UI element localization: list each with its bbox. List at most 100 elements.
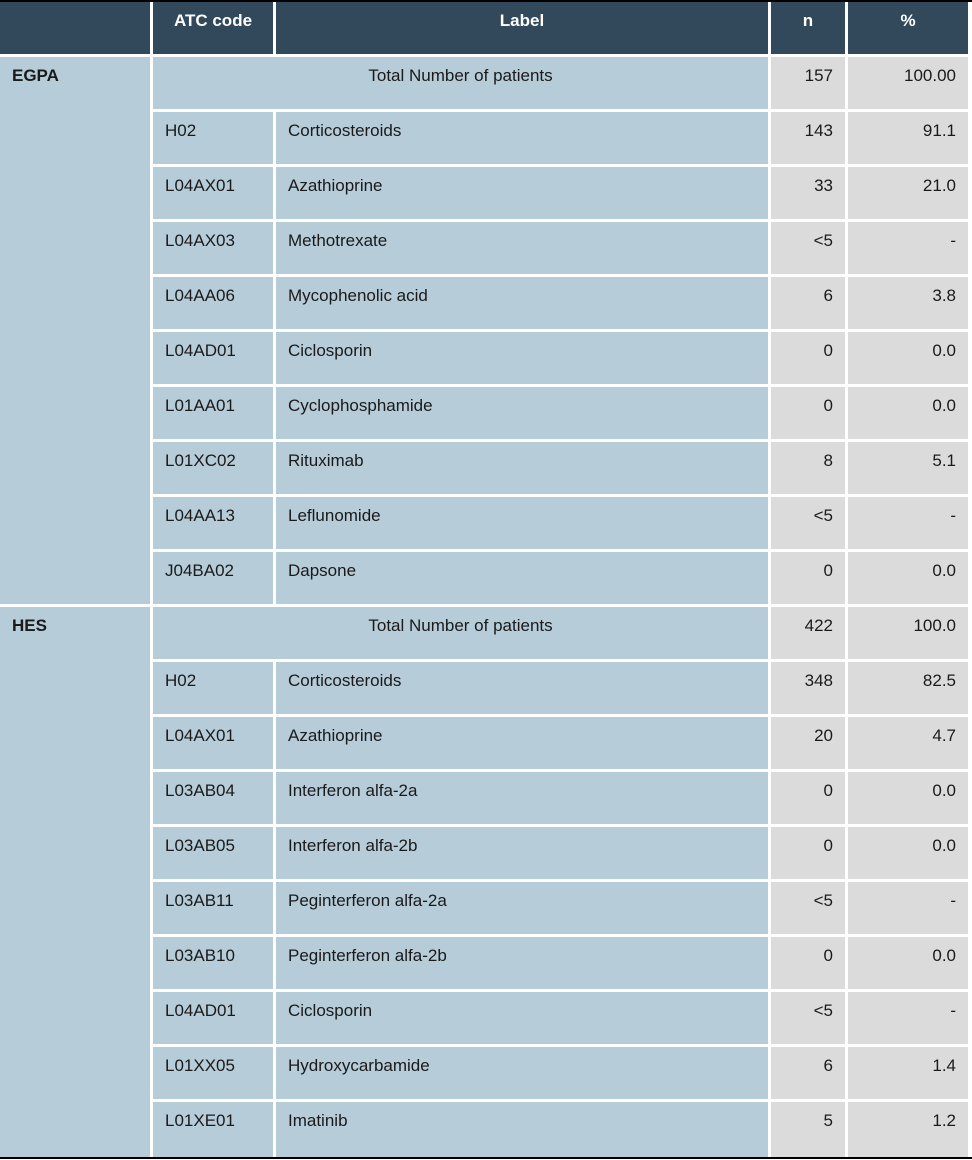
drug-label-cell: Ciclosporin [276, 992, 771, 1047]
atc-code-cell: L04AX01 [153, 717, 276, 772]
drug-label-cell: Corticosteroids [276, 662, 771, 717]
table-row: J04BA02 Dapsone 0 0.0 [0, 552, 971, 607]
n-cell: 5 [771, 1102, 848, 1157]
table-row: L04AD01 Ciclosporin 0 0.0 [0, 332, 971, 387]
pct-cell: 82.5 [848, 662, 971, 717]
n-cell: 8 [771, 442, 848, 497]
n-cell: 6 [771, 1047, 848, 1102]
drug-label-cell: Mycophenolic acid [276, 277, 771, 332]
drug-label-cell: Hydroxycarbamide [276, 1047, 771, 1102]
drug-label-cell: Peginterferon alfa-2a [276, 882, 771, 937]
n-cell: <5 [771, 497, 848, 552]
header-n: n [771, 2, 848, 57]
hes-total-label: Total Number of patients [153, 607, 771, 662]
group-label-egpa: EGPA [0, 57, 153, 607]
drug-label-cell: Azathioprine [276, 717, 771, 772]
table-row: L03AB04 Interferon alfa-2a 0 0.0 [0, 772, 971, 827]
pct-cell: - [848, 992, 971, 1047]
table-row: L01AA01 Cyclophosphamide 0 0.0 [0, 387, 971, 442]
pct-cell: 21.0 [848, 167, 971, 222]
table-row: L04AA13 Leflunomide <5 - [0, 497, 971, 552]
table-row: L01XC02 Rituximab 8 5.1 [0, 442, 971, 497]
atc-code-cell: L01XX05 [153, 1047, 276, 1102]
pct-cell: 0.0 [848, 387, 971, 442]
drug-label-cell: Azathioprine [276, 167, 771, 222]
drug-label-cell: Interferon alfa-2a [276, 772, 771, 827]
table-row: L04AX01 Azathioprine 20 4.7 [0, 717, 971, 772]
table-row: L01XE01 Imatinib 5 1.2 [0, 1102, 971, 1157]
atc-code-cell: L03AB11 [153, 882, 276, 937]
hes-total-row: HES Total Number of patients 422 100.0 [0, 607, 971, 1157]
table-row: L04AD01 Ciclosporin <5 - [0, 992, 971, 1047]
atc-code-cell: L03AB10 [153, 937, 276, 992]
atc-code-cell: L04AA13 [153, 497, 276, 552]
drug-label-cell: Rituximab [276, 442, 771, 497]
hes-total-pct: 100.0 [848, 607, 971, 662]
pct-cell: 91.1 [848, 112, 971, 167]
atc-code-cell: L01XC02 [153, 442, 276, 497]
pct-cell: 1.2 [848, 1102, 971, 1157]
table-row: L01XX05 Hydroxycarbamide 6 1.4 [0, 1047, 971, 1102]
pct-cell: 0.0 [848, 827, 971, 882]
n-cell: <5 [771, 222, 848, 277]
n-cell: 143 [771, 112, 848, 167]
atc-code-cell: L04AA06 [153, 277, 276, 332]
atc-code-cell: H02 [153, 112, 276, 167]
table-row: L03AB05 Interferon alfa-2b 0 0.0 [0, 827, 971, 882]
egpa-total-row: EGPA Total Number of patients 157 100.00 [0, 57, 971, 607]
pct-cell: 5.1 [848, 442, 971, 497]
drug-label-cell: Cyclophosphamide [276, 387, 771, 442]
pct-cell: 0.0 [848, 332, 971, 387]
n-cell: 0 [771, 827, 848, 882]
atc-code-cell: H02 [153, 662, 276, 717]
pct-cell: 3.8 [848, 277, 971, 332]
drug-label-cell: Dapsone [276, 552, 771, 607]
n-cell: 0 [771, 552, 848, 607]
table-row: L03AB11 Peginterferon alfa-2a <5 - [0, 882, 971, 937]
header-row: ATC code Label n % [0, 2, 971, 57]
n-cell: 20 [771, 717, 848, 772]
egpa-total-n: 157 [771, 57, 848, 112]
egpa-total-pct: 100.00 [848, 57, 971, 112]
n-cell: 0 [771, 387, 848, 442]
drug-label-cell: Imatinib [276, 1102, 771, 1157]
atc-code-cell: L01XE01 [153, 1102, 276, 1157]
pct-cell: 1.4 [848, 1047, 971, 1102]
pct-cell: 4.7 [848, 717, 971, 772]
n-cell: 348 [771, 662, 848, 717]
n-cell: 0 [771, 332, 848, 387]
n-cell: 6 [771, 277, 848, 332]
header-atc-code: ATC code [153, 2, 276, 57]
drug-label-cell: Ciclosporin [276, 332, 771, 387]
pct-cell: 0.0 [848, 937, 971, 992]
drug-label-cell: Methotrexate [276, 222, 771, 277]
drug-label-cell: Interferon alfa-2b [276, 827, 771, 882]
hes-total-n: 422 [771, 607, 848, 662]
atc-code-cell: L03AB05 [153, 827, 276, 882]
atc-code-cell: L01AA01 [153, 387, 276, 442]
table-row: H02 Corticosteroids 348 82.5 [0, 662, 971, 717]
header-corner-cell [0, 2, 153, 57]
n-cell: 0 [771, 937, 848, 992]
atc-code-cell: L04AX01 [153, 167, 276, 222]
drug-label-cell: Peginterferon alfa-2b [276, 937, 771, 992]
header-pct: % [848, 2, 971, 57]
pct-cell: 0.0 [848, 772, 971, 827]
table-row: L03AB10 Peginterferon alfa-2b 0 0.0 [0, 937, 971, 992]
atc-code-cell: L04AD01 [153, 992, 276, 1047]
n-cell: <5 [771, 992, 848, 1047]
atc-code-cell: J04BA02 [153, 552, 276, 607]
egpa-total-label: Total Number of patients [153, 57, 771, 112]
drug-label-cell: Corticosteroids [276, 112, 771, 167]
header-label: Label [276, 2, 771, 57]
n-cell: 33 [771, 167, 848, 222]
n-cell: 0 [771, 772, 848, 827]
pct-cell: - [848, 222, 971, 277]
table-row: L04AX03 Methotrexate <5 - [0, 222, 971, 277]
atc-code-cell: L03AB04 [153, 772, 276, 827]
atc-code-cell: L04AX03 [153, 222, 276, 277]
atc-code-cell: L04AD01 [153, 332, 276, 387]
table-row: L04AX01 Azathioprine 33 21.0 [0, 167, 971, 222]
pct-cell: - [848, 497, 971, 552]
